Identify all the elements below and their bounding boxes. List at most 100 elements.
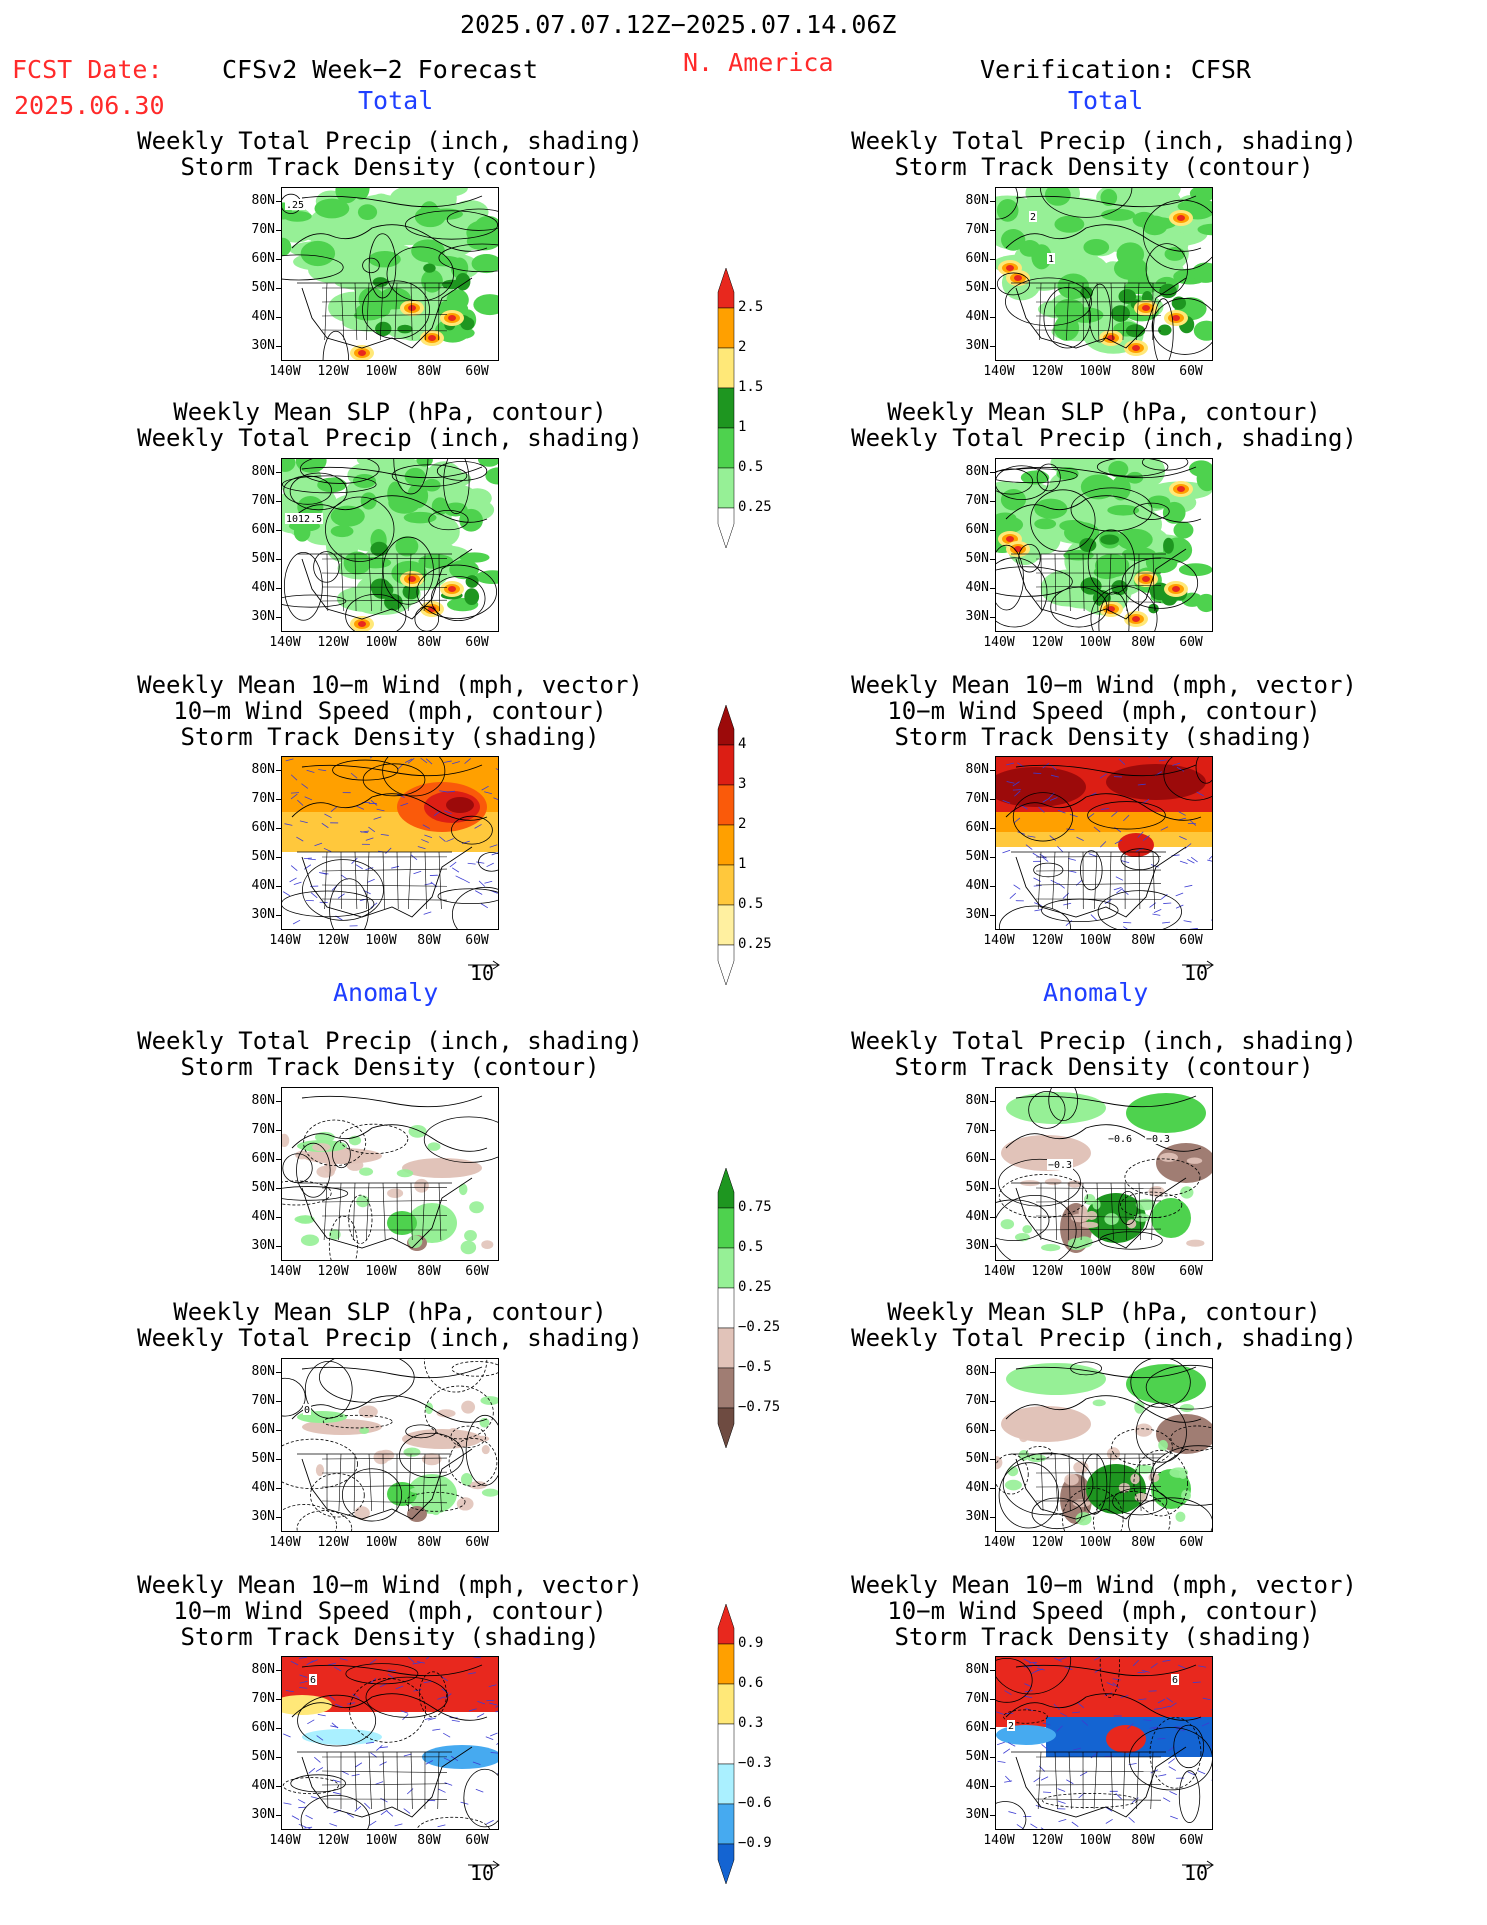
- colorbar-swatch: [717, 864, 735, 906]
- colorbar-swatch: [717, 1683, 735, 1725]
- lat-label: 50N: [251, 1180, 275, 1195]
- lon-label: 80W: [1131, 635, 1155, 650]
- fc-slp-anom-map: 0: [281, 1358, 499, 1532]
- colorbar-label: −0.6: [738, 1795, 772, 1811]
- lat-label: 40N: [965, 1778, 989, 1793]
- lat-tick: [276, 1430, 282, 1431]
- cfsr-precip-anom-contour-label-3: −0.3: [1048, 1160, 1072, 1171]
- fc-slp-total-map: 1012.5: [281, 458, 499, 632]
- lat-tick: [276, 530, 282, 531]
- lat-tick: [276, 1786, 282, 1787]
- lon-label: 80W: [1131, 933, 1155, 948]
- lat-tick: [990, 1459, 996, 1460]
- lon-label: 120W: [317, 1833, 349, 1848]
- lat-tick: [990, 1488, 996, 1489]
- fc-slp-total-title: Weekly Mean SLP (hPa, contour) Weekly To…: [137, 398, 643, 452]
- lon-label: 120W: [1031, 1535, 1063, 1550]
- lon-label: 80W: [1131, 1264, 1155, 1279]
- lat-tick: [990, 1670, 996, 1671]
- lon-label: 140W: [269, 364, 301, 379]
- colorbar-label: 0.5: [738, 1239, 764, 1255]
- lon-label: 60W: [1179, 364, 1203, 379]
- lon-label: 140W: [983, 1535, 1015, 1550]
- lat-label: 60N: [965, 522, 989, 537]
- colorbar-swatch: [717, 267, 735, 309]
- lon-label: 140W: [269, 1833, 301, 1848]
- lat-label: 70N: [965, 791, 989, 806]
- lat-tick: [990, 617, 996, 618]
- lon-label: 100W: [1079, 1535, 1111, 1550]
- lon-label: 100W: [365, 1833, 397, 1848]
- lon-label: 120W: [1031, 933, 1063, 948]
- colorbar-swatch: [717, 507, 735, 549]
- lon-label: 100W: [1079, 1833, 1111, 1848]
- lon-label: 60W: [1179, 1535, 1203, 1550]
- lon-label: 120W: [317, 1264, 349, 1279]
- cfsr-wind-total-map: [995, 756, 1213, 930]
- lon-label: 120W: [1031, 1264, 1063, 1279]
- colorbar-storm-total: [716, 704, 736, 991]
- lat-tick: [276, 857, 282, 858]
- colorbar-label: 0.5: [738, 459, 764, 475]
- cfsr-precip-anom-contour-label-1: −0.6: [1108, 1134, 1132, 1145]
- region-label: N. America: [683, 48, 834, 77]
- lat-tick: [990, 1757, 996, 1758]
- fc-wind-anom-title: Weekly Mean 10−m Wind (mph, vector) 10−m…: [137, 1571, 643, 1651]
- colorbar-swatch: [717, 1723, 735, 1765]
- vector-ref-label: 10: [1184, 961, 1209, 985]
- cfsr-precip-total-title: Weekly Total Precip (inch, shading) Stor…: [851, 127, 1357, 181]
- colorbar-label: −0.25: [738, 1319, 781, 1335]
- lat-label: 30N: [965, 907, 989, 922]
- lat-tick: [990, 857, 996, 858]
- lat-label: 30N: [965, 609, 989, 624]
- lat-label: 40N: [251, 1209, 275, 1224]
- lat-label: 30N: [251, 609, 275, 624]
- lat-tick: [276, 1159, 282, 1160]
- vector-ref-label: 10: [1184, 1861, 1209, 1885]
- lon-label: 120W: [317, 364, 349, 379]
- fc-precip-total-title: Weekly Total Precip (inch, shading) Stor…: [137, 127, 643, 181]
- colorbar-swatch: [717, 744, 735, 786]
- lon-label: 80W: [417, 635, 441, 650]
- colorbar-label: 2: [738, 816, 747, 832]
- lat-label: 40N: [965, 878, 989, 893]
- colorbar-label: 1: [738, 419, 747, 435]
- cfsr-precip-total-contour-label-1: 2: [1030, 212, 1036, 223]
- lon-label: 60W: [465, 1264, 489, 1279]
- lat-label: 80N: [251, 193, 275, 208]
- colorbar-swatch: [717, 1167, 735, 1209]
- lon-label: 140W: [269, 1535, 301, 1550]
- lat-tick: [990, 559, 996, 560]
- lat-tick: [990, 230, 996, 231]
- colorbar-precip-total: [716, 267, 736, 554]
- lat-label: 40N: [251, 580, 275, 595]
- lat-label: 70N: [251, 1691, 275, 1706]
- lat-label: 50N: [965, 551, 989, 566]
- lon-label: 140W: [983, 364, 1015, 379]
- lat-label: 50N: [251, 551, 275, 566]
- lat-tick: [990, 886, 996, 887]
- lat-tick: [990, 259, 996, 260]
- lon-label: 60W: [465, 1833, 489, 1848]
- lat-tick: [990, 799, 996, 800]
- lon-label: 60W: [465, 364, 489, 379]
- lat-tick: [990, 1188, 996, 1189]
- cfsr-wind-anom-contour-label-1: 6: [1172, 1675, 1178, 1686]
- lat-label: 80N: [251, 762, 275, 777]
- colorbar-label: 0.3: [738, 1715, 764, 1731]
- lon-label: 60W: [465, 1535, 489, 1550]
- fcst-date: 2025.06.30: [14, 91, 165, 120]
- lat-label: 70N: [251, 493, 275, 508]
- lon-label: 140W: [269, 1264, 301, 1279]
- lon-label: 80W: [417, 1264, 441, 1279]
- colorbar-label: −0.75: [738, 1399, 781, 1415]
- lon-label: 140W: [983, 1264, 1015, 1279]
- lat-label: 30N: [965, 1807, 989, 1822]
- lon-label: 80W: [1131, 364, 1155, 379]
- lon-label: 140W: [269, 933, 301, 948]
- colorbar-swatch: [717, 704, 735, 746]
- model-title: CFSv2 Week−2 Forecast: [222, 55, 539, 84]
- vector-ref-label: 10: [470, 1861, 495, 1885]
- lon-label: 120W: [317, 1535, 349, 1550]
- fc-slp-anom-title: Weekly Mean SLP (hPa, contour) Weekly To…: [137, 1298, 643, 1352]
